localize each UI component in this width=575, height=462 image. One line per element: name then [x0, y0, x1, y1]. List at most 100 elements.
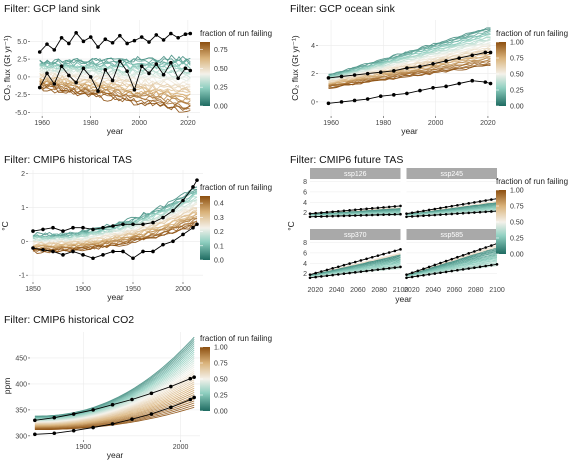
y-tick-label: 2 [21, 171, 25, 178]
observation-point [169, 405, 173, 410]
observation-point [161, 38, 166, 42]
x-tick-label: 2080 [371, 287, 387, 294]
facet-strip-label: ssp370 [344, 232, 367, 239]
observation-point [71, 249, 75, 254]
facet-observation-point [359, 214, 363, 217]
y-tick-label: 6 [303, 250, 307, 257]
facet-strip [406, 168, 497, 179]
x-axis-label: year [107, 450, 124, 460]
legend-tick-label: 0.75 [214, 361, 228, 368]
x-tick-label: 1950 [125, 286, 141, 293]
observation-point [431, 61, 435, 66]
legend-title: fraction of run failing [496, 177, 568, 186]
observation-point [81, 39, 86, 44]
facet-observation-point [478, 200, 482, 203]
x-tick-label: 2080 [468, 287, 484, 294]
observation-point [71, 428, 76, 433]
facet-observation-point [370, 213, 374, 217]
y-tick-label: -2.5 [15, 92, 27, 99]
observation-point [131, 256, 135, 261]
observation-point [125, 69, 129, 73]
facet-observation-point [410, 211, 414, 215]
legend-tick-label: 1.00 [214, 345, 228, 352]
legend-tick-label: 1.00 [510, 40, 524, 47]
observation-point [169, 384, 173, 389]
x-tick-label: 1960 [323, 120, 339, 127]
facet-observation-point [365, 269, 368, 273]
observation-line [328, 52, 491, 79]
facet-observation-point [393, 249, 397, 253]
y-axis-label: °C [0, 221, 10, 231]
legend-colorbar [496, 190, 506, 254]
facet-observation-point [456, 212, 459, 215]
observation-point [176, 76, 180, 81]
facet-observation-point [393, 213, 397, 216]
observation-point [88, 75, 93, 79]
observation-point [339, 74, 344, 79]
panel-title: Filter: CMIP6 historical TAS [4, 154, 132, 166]
facet-observation-point [461, 268, 465, 271]
observation-point [67, 41, 71, 46]
facet-observation-point [405, 212, 408, 215]
observation-point [176, 35, 180, 40]
observation-point [130, 417, 134, 422]
y-tick-label: 300 [15, 433, 27, 440]
observation-point [418, 64, 422, 69]
facet-observation-point [433, 272, 437, 275]
observation-point [52, 431, 57, 436]
facet-observation-point [348, 262, 351, 265]
facet-observation-point [410, 271, 414, 275]
facet-observation-point [484, 199, 487, 202]
observation-point [67, 73, 71, 78]
observation-point [161, 215, 165, 220]
legend-tick-label: 0.3 [214, 215, 224, 222]
facet-observation-point [473, 266, 476, 269]
y-tick-label: 450 [15, 355, 27, 362]
y-tick-label: 2.5 [17, 57, 27, 64]
observation-point [37, 85, 42, 90]
facet-observation-point [325, 274, 329, 278]
legend-title: fraction of run failing [200, 334, 272, 343]
facet-observation-point [387, 266, 391, 270]
observation-point [91, 425, 95, 430]
observation-point [188, 31, 193, 36]
observation-point [488, 50, 493, 55]
legend-tick-label: 0.25 [510, 88, 524, 95]
facet-observation-point [467, 202, 471, 205]
facet-observation-point [450, 257, 454, 261]
legend-colorbar [200, 196, 210, 260]
y-tick-label: 4 [303, 200, 307, 207]
facet-observation-point [382, 267, 385, 271]
legend-tick-label: 0.75 [510, 56, 524, 63]
facet-observation-point [376, 268, 380, 271]
ensemble-line [32, 223, 198, 254]
facet-observation-point [314, 211, 317, 215]
facet-observation-point [365, 257, 368, 261]
x-tick-label: 2060 [350, 287, 366, 294]
y-tick-label: 350 [15, 407, 27, 414]
facet-observation-point [365, 207, 368, 211]
facet-observation-point [456, 203, 459, 207]
facet-observation-point [461, 211, 465, 215]
observation-point [61, 229, 65, 233]
observation-point [444, 59, 448, 63]
chart-panel-1: Filter: GCP ocean sink 1960 1980 2000 2020 0 2… [290, 3, 568, 136]
observation-point [141, 222, 145, 227]
facet-strip-label: ssp585 [440, 232, 463, 239]
ensemble-line [34, 343, 195, 418]
x-tick-label: 2040 [425, 287, 441, 294]
observation-point [110, 40, 115, 45]
facet-observation-point [478, 248, 482, 251]
observation-point [192, 375, 196, 379]
y-tick-label: -1 [19, 273, 25, 280]
facet-observation-point [410, 215, 414, 218]
ensemble-line [32, 210, 198, 248]
legend-tick-label: 0.00 [214, 104, 228, 111]
observation-point [488, 81, 493, 86]
observation-point [169, 60, 173, 65]
observation-point [183, 32, 188, 37]
ensemble-line [328, 30, 491, 78]
observation-point [74, 31, 78, 35]
x-tick-label: 1850 [25, 286, 41, 293]
ensemble-line [34, 387, 195, 427]
